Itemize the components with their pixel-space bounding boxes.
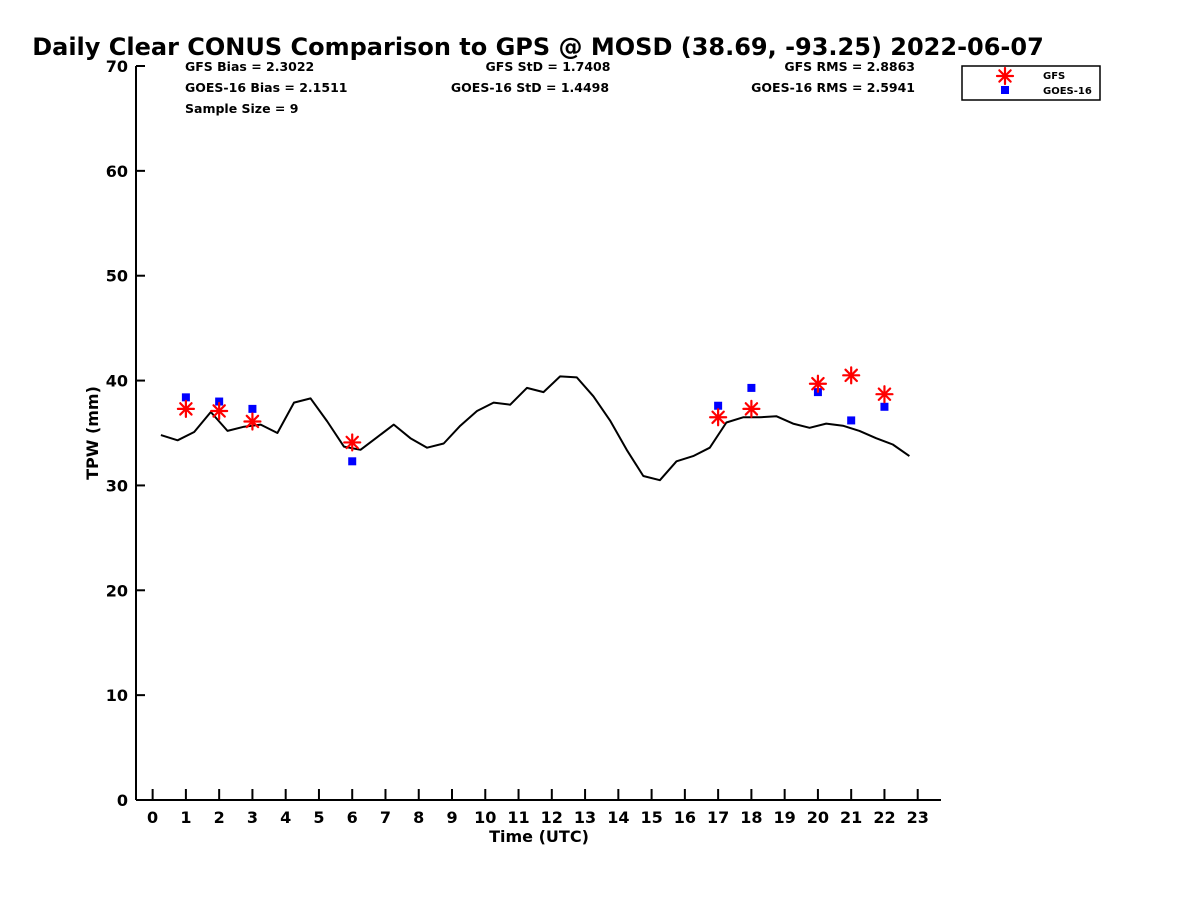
x-tick-label: 22 <box>873 808 895 827</box>
gfs-point <box>343 433 362 452</box>
gfs-point <box>808 374 828 393</box>
gfs-legend-marker-shape <box>995 66 1015 86</box>
legend-box <box>961 65 1101 101</box>
x-tick-label: 20 <box>807 808 829 827</box>
stat-gfs-rms: GFS RMS = 2.8863 <box>784 59 915 74</box>
x-tick-label: 15 <box>640 808 662 827</box>
legend-goes-label: GOES-16 <box>1043 86 1092 97</box>
y-tick-label: 30 <box>106 476 128 495</box>
goes16-legend-marker-shape <box>1001 86 1009 94</box>
chart-title: Daily Clear CONUS Comparison to GPS @ MO… <box>32 33 1044 61</box>
x-tick-label: 23 <box>907 808 929 827</box>
asterisk-stroke <box>844 368 858 383</box>
goes16-point <box>880 402 889 411</box>
gfs-point <box>210 401 229 421</box>
x-tick-label: 14 <box>607 808 629 827</box>
x-tick-label: 17 <box>707 808 729 827</box>
gfs-point <box>243 412 262 431</box>
stat-gfs-std: GFS StD = 1.7408 <box>486 59 611 74</box>
stat-goes-std: GOES-16 StD = 1.4498 <box>451 80 609 95</box>
x-tick-label: 19 <box>774 808 796 827</box>
asterisk-stroke <box>811 376 825 391</box>
y-tick-label: 40 <box>106 372 128 391</box>
x-tick-label: 0 <box>147 808 158 827</box>
goes16-point <box>215 397 224 406</box>
x-tick-label: 6 <box>347 808 358 827</box>
goes16-point <box>847 416 856 425</box>
x-tick-label: 11 <box>507 808 529 827</box>
y-axis-label: TPW (mm) <box>83 386 102 480</box>
x-tick-label: 9 <box>446 808 457 827</box>
y-tick-label: 10 <box>106 686 128 705</box>
gfs-point <box>709 408 728 427</box>
x-tick-label: 2 <box>214 808 225 827</box>
stat-gfs-bias: GFS Bias = 2.3022 <box>185 59 314 74</box>
x-tick-label: 8 <box>413 808 424 827</box>
asterisk-stroke <box>345 435 359 450</box>
y-tick-label: 0 <box>117 791 128 810</box>
y-tick-label: 70 <box>106 57 128 76</box>
goes16-point <box>181 393 190 402</box>
x-tick-label: 4 <box>280 808 291 827</box>
y-tick-label: 60 <box>106 162 128 181</box>
gps-line <box>160 375 910 482</box>
goes16-point <box>248 404 257 413</box>
asterisk-stroke <box>711 410 725 425</box>
goes16-point <box>348 457 357 466</box>
x-tick-label: 3 <box>247 808 258 827</box>
goes16-point <box>714 401 723 410</box>
gfs-point <box>742 399 761 418</box>
x-tick-label: 10 <box>474 808 496 827</box>
legend-goes-marker <box>1001 86 1009 94</box>
y-tick-label: 20 <box>106 581 128 600</box>
asterisk-stroke <box>245 414 260 429</box>
x-tick-label: 1 <box>180 808 191 827</box>
y-tick-label: 50 <box>106 267 128 286</box>
legend-gfs-label: GFS <box>1043 71 1065 82</box>
x-tick-label: 21 <box>840 808 862 827</box>
x-tick-label: 7 <box>380 808 391 827</box>
x-tick-label: 5 <box>313 808 324 827</box>
gfs-point <box>875 385 894 404</box>
x-tick-label: 12 <box>541 808 563 827</box>
asterisk-stroke <box>877 387 892 401</box>
stats-block: GFS Bias = 2.3022 GOES-16 Bias = 2.1511 … <box>185 59 915 116</box>
stat-goes-bias: GOES-16 Bias = 2.1511 <box>185 80 347 95</box>
asterisk-stroke <box>212 404 226 418</box>
gfs-point <box>176 399 195 418</box>
gfs-point <box>842 366 861 385</box>
legend: GFS GOES-16 <box>961 65 1101 101</box>
asterisk-stroke <box>744 402 759 416</box>
x-tick-label: 18 <box>740 808 762 827</box>
asterisk-stroke <box>998 69 1012 83</box>
goes16-point <box>747 383 756 392</box>
stat-goes-rms: GOES-16 RMS = 2.5941 <box>751 80 915 95</box>
plot-area <box>160 366 910 482</box>
x-tick-label: 13 <box>574 808 596 827</box>
x-tick-label: 16 <box>674 808 696 827</box>
x-axis-label: Time (UTC) <box>489 827 589 846</box>
stat-sample-size: Sample Size = 9 <box>185 101 298 116</box>
legend-gfs-marker <box>995 66 1015 86</box>
asterisk-stroke <box>179 402 193 416</box>
